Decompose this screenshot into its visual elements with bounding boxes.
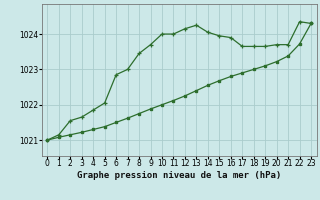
X-axis label: Graphe pression niveau de la mer (hPa): Graphe pression niveau de la mer (hPa) bbox=[77, 171, 281, 180]
